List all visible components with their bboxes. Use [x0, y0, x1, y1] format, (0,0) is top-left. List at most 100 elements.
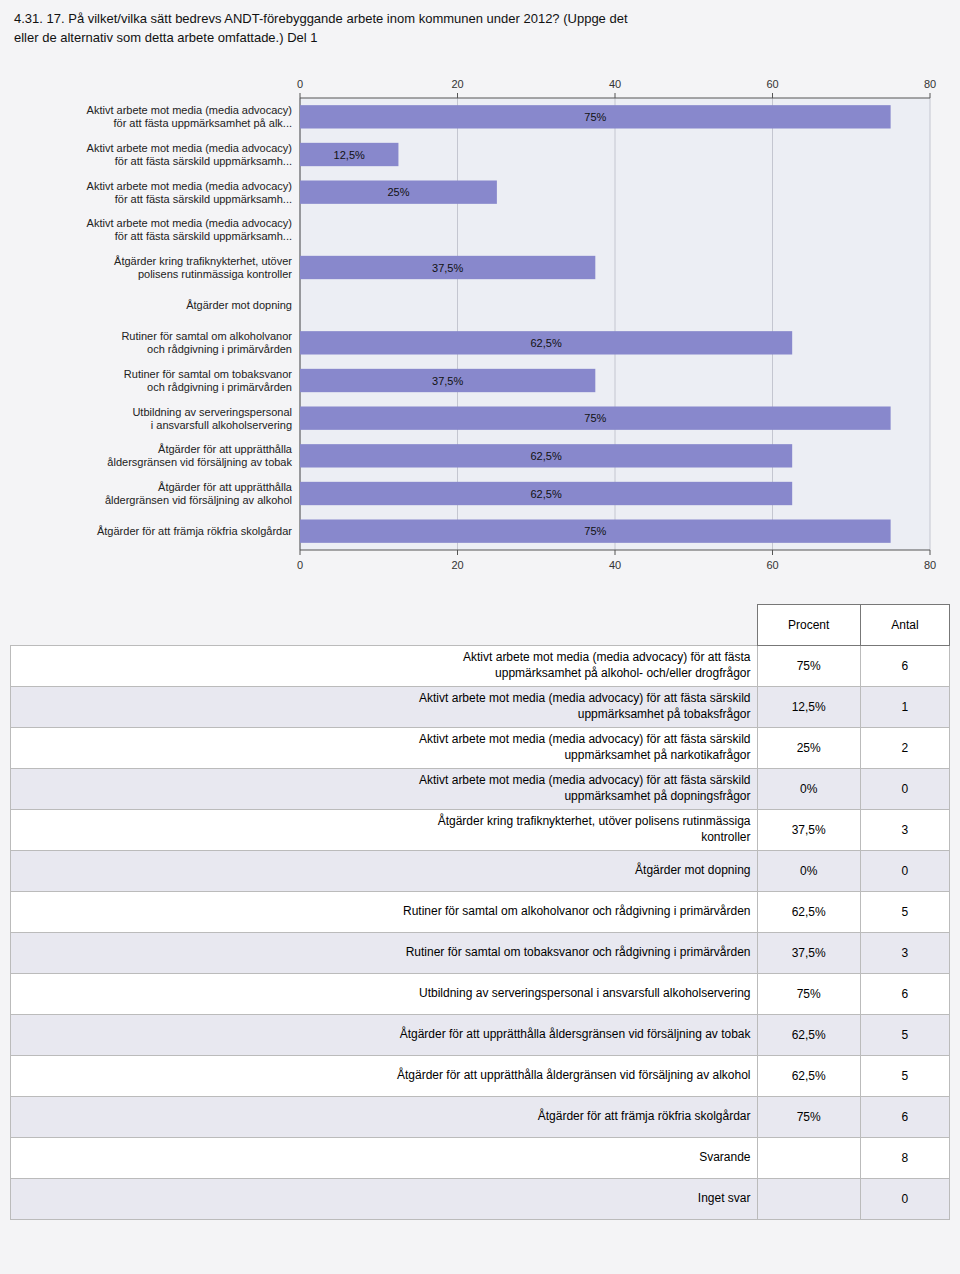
cell-value: 62,5%: [792, 905, 826, 919]
tick-label: 60: [766, 78, 778, 90]
cell-value: 75%: [797, 1110, 821, 1124]
tick-label: 80: [924, 78, 936, 90]
cell-value: 5: [902, 905, 909, 919]
tick-mark: [300, 93, 301, 98]
value-cell: 5: [860, 1015, 949, 1056]
tick-label: 0: [297, 559, 303, 571]
tick-mark: [930, 93, 931, 98]
category-label: Rutiner för samtal om alkoholvanoroch rå…: [121, 330, 292, 355]
row-label: Aktivt arbete mot media (media advocacy)…: [419, 773, 750, 803]
value-cell: 6: [860, 974, 949, 1015]
table-row: Åtgärder mot dopning0%0: [11, 851, 950, 892]
category-label: Aktivt arbete mot media (media advocacy)…: [87, 217, 292, 242]
cell-value: 0: [902, 864, 909, 878]
data-label: 37,5%: [432, 375, 463, 387]
cell-value: 5: [902, 1069, 909, 1083]
data-label: 75%: [584, 525, 606, 537]
value-cell: 37,5%: [757, 810, 860, 851]
tick-mark: [457, 93, 458, 98]
tick-label: 20: [451, 78, 463, 90]
row-label-cell: Aktivt arbete mot media (media advocacy)…: [11, 687, 758, 728]
category-label: Aktivt arbete mot media (media advocacy)…: [87, 104, 292, 129]
row-label-cell: Åtgärder kring trafiknykterhet, utöver p…: [11, 810, 758, 851]
category-label: Åtgärder mot dopning: [186, 299, 292, 311]
category-label-line: Aktivt arbete mot media (media advocacy): [87, 180, 292, 192]
table-row: Aktivt arbete mot media (media advocacy)…: [11, 769, 950, 810]
category-label-line: för att fästa särskild uppmärksamh...: [115, 193, 292, 205]
cell-value: 3: [902, 946, 909, 960]
bar: [300, 444, 792, 467]
table-row: Rutiner för samtal om tobaksvanor och rå…: [11, 933, 950, 974]
column-header: Antal: [860, 605, 949, 646]
data-label: 25%: [387, 186, 409, 198]
value-cell: 0: [860, 851, 949, 892]
category-label: Åtgärder för att främja rökfria skolgård…: [97, 525, 292, 537]
value-cell: 3: [860, 933, 949, 974]
data-label: 75%: [584, 412, 606, 424]
bar: [300, 143, 398, 166]
value-cell: 62,5%: [757, 1015, 860, 1056]
cell-value: 75%: [797, 987, 821, 1001]
bar: [300, 482, 792, 505]
tick-label: 80: [924, 559, 936, 571]
bar: [300, 256, 595, 279]
row-label: Aktivt arbete mot media (media advocacy)…: [463, 650, 750, 680]
tick-label: 40: [609, 559, 621, 571]
title: 4.31. 17. På vilket/vilka sätt bedrevs A…: [0, 0, 960, 62]
cell-value: 5: [902, 1028, 909, 1042]
data-label: 12,5%: [334, 149, 365, 161]
category-label-line: för att fästa särskild uppmärksamh...: [115, 230, 292, 242]
cell-value: 0: [902, 1192, 909, 1206]
cell-value: 37,5%: [792, 946, 826, 960]
bar: [300, 293, 301, 316]
data-label: 37,5%: [432, 262, 463, 274]
row-label-cell: Åtgärder för att upprätthålla åldergräns…: [11, 1056, 758, 1097]
table-row: Åtgärder för att främja rökfria skolgård…: [11, 1097, 950, 1138]
bar: [300, 180, 497, 203]
category-label-line: Åtgärder kring trafiknykterhet, utöver: [114, 255, 292, 267]
row-label: Utbildning av serveringspersonal i ansva…: [419, 986, 751, 1000]
table-row: Åtgärder för att upprätthålla åldergräns…: [11, 1056, 950, 1097]
grid-line: [930, 98, 931, 550]
tick-label: 0: [297, 78, 303, 90]
tick-mark: [457, 550, 458, 555]
row-label: Rutiner för samtal om tobaksvanor och rå…: [406, 945, 751, 959]
category-label: Aktivt arbete mot media (media advocacy)…: [87, 180, 292, 205]
table-row: Inget svar0: [11, 1179, 950, 1220]
value-cell: 6: [860, 646, 949, 687]
value-cell: 5: [860, 1056, 949, 1097]
bar: [300, 331, 792, 354]
data-label: 62,5%: [530, 450, 561, 462]
bar: [300, 369, 595, 392]
row-label-cell: Aktivt arbete mot media (media advocacy)…: [11, 769, 758, 810]
value-cell: 6: [860, 1097, 949, 1138]
category-labels: Aktivt arbete mot media (media advocacy)…: [87, 104, 293, 537]
cell-value: 37,5%: [792, 823, 826, 837]
data-labels: 75%12,5%25%37,5%62,5%37,5%75%62,5%62,5%7…: [334, 111, 607, 537]
row-label-cell: Svarande: [11, 1138, 758, 1179]
value-cell: 62,5%: [757, 892, 860, 933]
bar-chart: 00202040406060808075%12,5%25%37,5%62,5%3…: [0, 62, 960, 582]
data-table: ProcentAntal Aktivt arbete mot media (med…: [10, 604, 950, 1220]
cell-value: 6: [902, 1110, 909, 1124]
value-cell: 75%: [757, 1097, 860, 1138]
category-label-line: och rådgivning i primärvården: [147, 381, 292, 393]
value-cell: 5: [860, 892, 949, 933]
plot-background: [300, 98, 930, 550]
tick-mark: [930, 550, 931, 555]
table-row: Aktivt arbete mot media (media advocacy)…: [11, 728, 950, 769]
category-label-line: och rådgivning i primärvården: [147, 343, 292, 355]
category-label-line: Aktivt arbete mot media (media advocacy): [87, 104, 292, 116]
table-row: Utbildning av serveringspersonal i ansva…: [11, 974, 950, 1015]
category-label: Åtgärder kring trafiknykterhet, utöverpo…: [114, 255, 292, 280]
bar: [300, 519, 891, 542]
table-row: Åtgärder kring trafiknykterhet, utöver p…: [11, 810, 950, 851]
grid: [300, 98, 930, 550]
category-label-line: Åtgärder för att upprätthålla: [158, 481, 293, 493]
header-row: ProcentAntal: [11, 605, 950, 646]
cell-value: 12,5%: [792, 700, 826, 714]
table-row: Aktivt arbete mot media (media advocacy)…: [11, 646, 950, 687]
data-label: 75%: [584, 111, 606, 123]
table-row: Rutiner för samtal om alkoholvanor och r…: [11, 892, 950, 933]
cell-value: 1: [902, 700, 909, 714]
